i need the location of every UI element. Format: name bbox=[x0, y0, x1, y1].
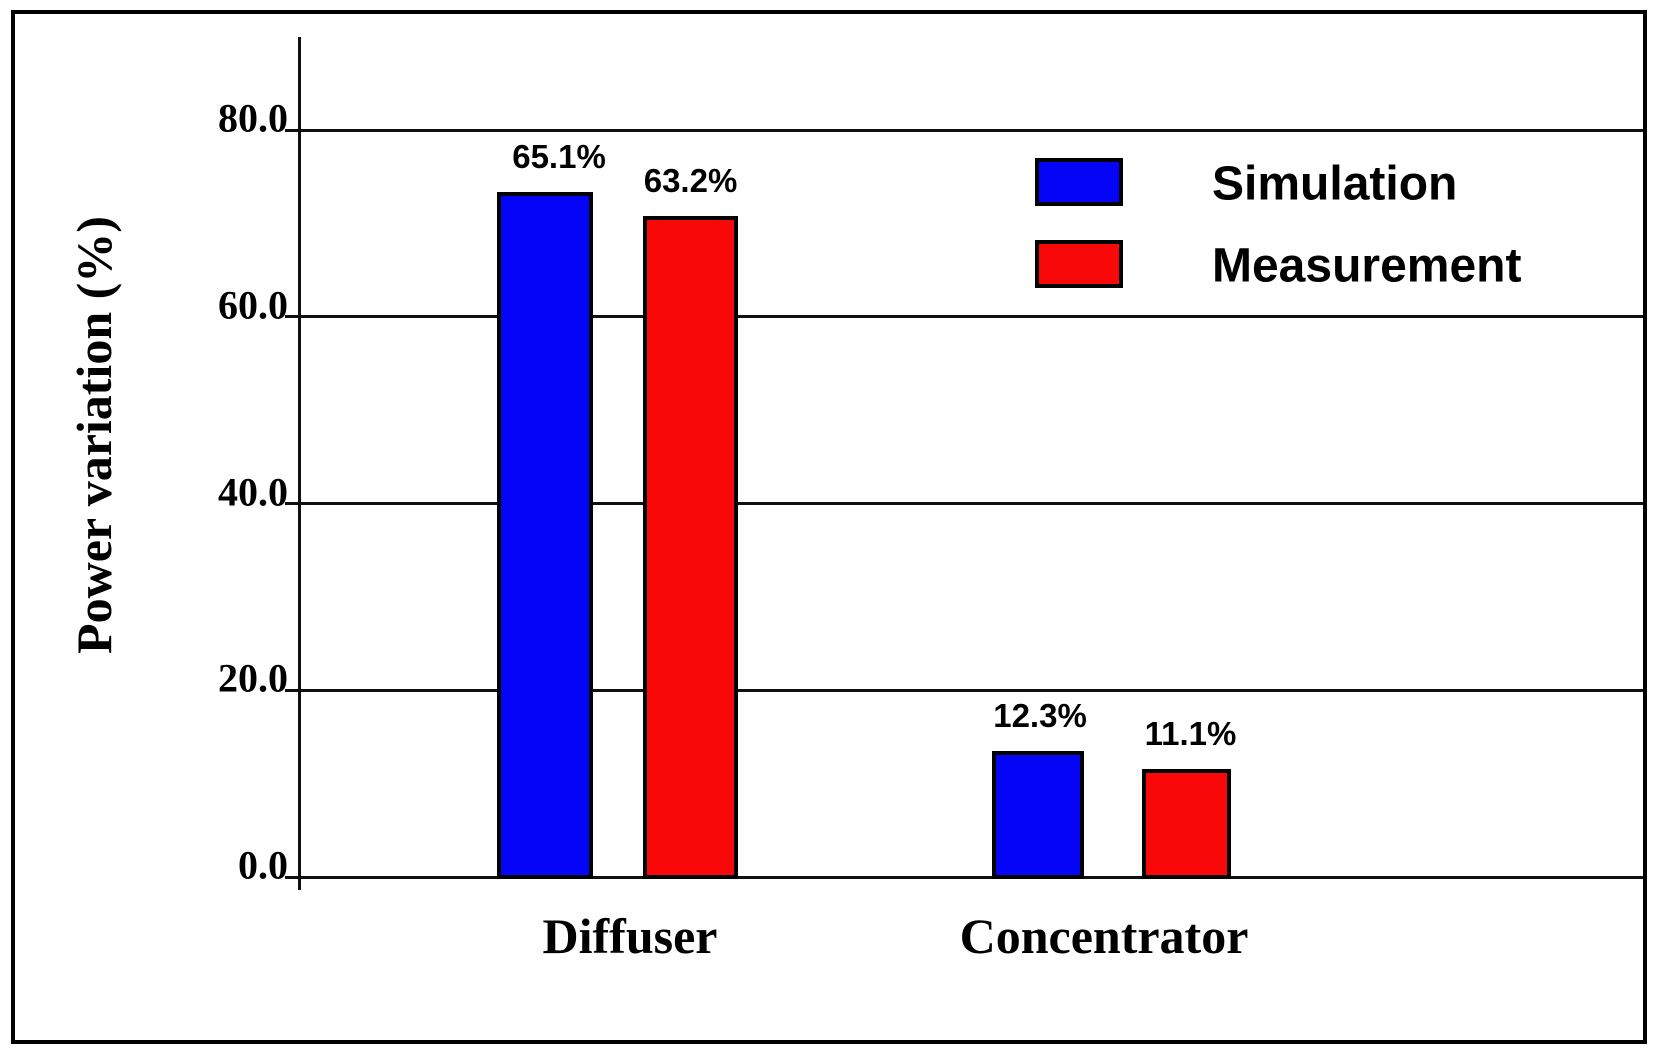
legend-swatch-simulation bbox=[1035, 158, 1123, 206]
y-tick-label: 20.0 bbox=[218, 655, 288, 701]
bar-value-label: 63.2% bbox=[643, 161, 738, 199]
bar-diffuser-simulation bbox=[497, 191, 593, 879]
y-tick-label: 80.0 bbox=[218, 95, 288, 141]
gridline-80.0 bbox=[285, 128, 1643, 132]
x-category-label: Concentrator bbox=[959, 908, 1249, 964]
y-tick-label: 0.0 bbox=[238, 842, 288, 888]
y-axis-title: Power variation (%) bbox=[66, 216, 122, 654]
legend-swatch-measurement bbox=[1035, 240, 1123, 288]
bar-value-label: 12.3% bbox=[993, 696, 1087, 734]
gridline-60.0 bbox=[285, 315, 1643, 319]
legend-label-measurement: Measurement bbox=[1212, 239, 1522, 293]
x-category-label: Diffuser bbox=[542, 908, 718, 964]
bar-concentrator-simulation bbox=[992, 750, 1084, 879]
bar-diffuser-measurement bbox=[643, 215, 738, 879]
y-axis-line bbox=[298, 37, 301, 890]
legend-label-simulation: Simulation bbox=[1212, 157, 1458, 211]
chart-frame bbox=[11, 10, 1647, 1044]
gridline-20.0 bbox=[285, 688, 1643, 692]
bar-value-label: 65.1% bbox=[512, 137, 606, 175]
bar-value-label: 11.1% bbox=[1144, 714, 1237, 752]
y-tick-label: 40.0 bbox=[218, 469, 288, 514]
bar-concentrator-measurement bbox=[1142, 768, 1231, 879]
y-tick-label: 60.0 bbox=[218, 282, 288, 328]
gridline-40.0 bbox=[285, 502, 1643, 505]
gridline-0.0 bbox=[285, 875, 1643, 879]
